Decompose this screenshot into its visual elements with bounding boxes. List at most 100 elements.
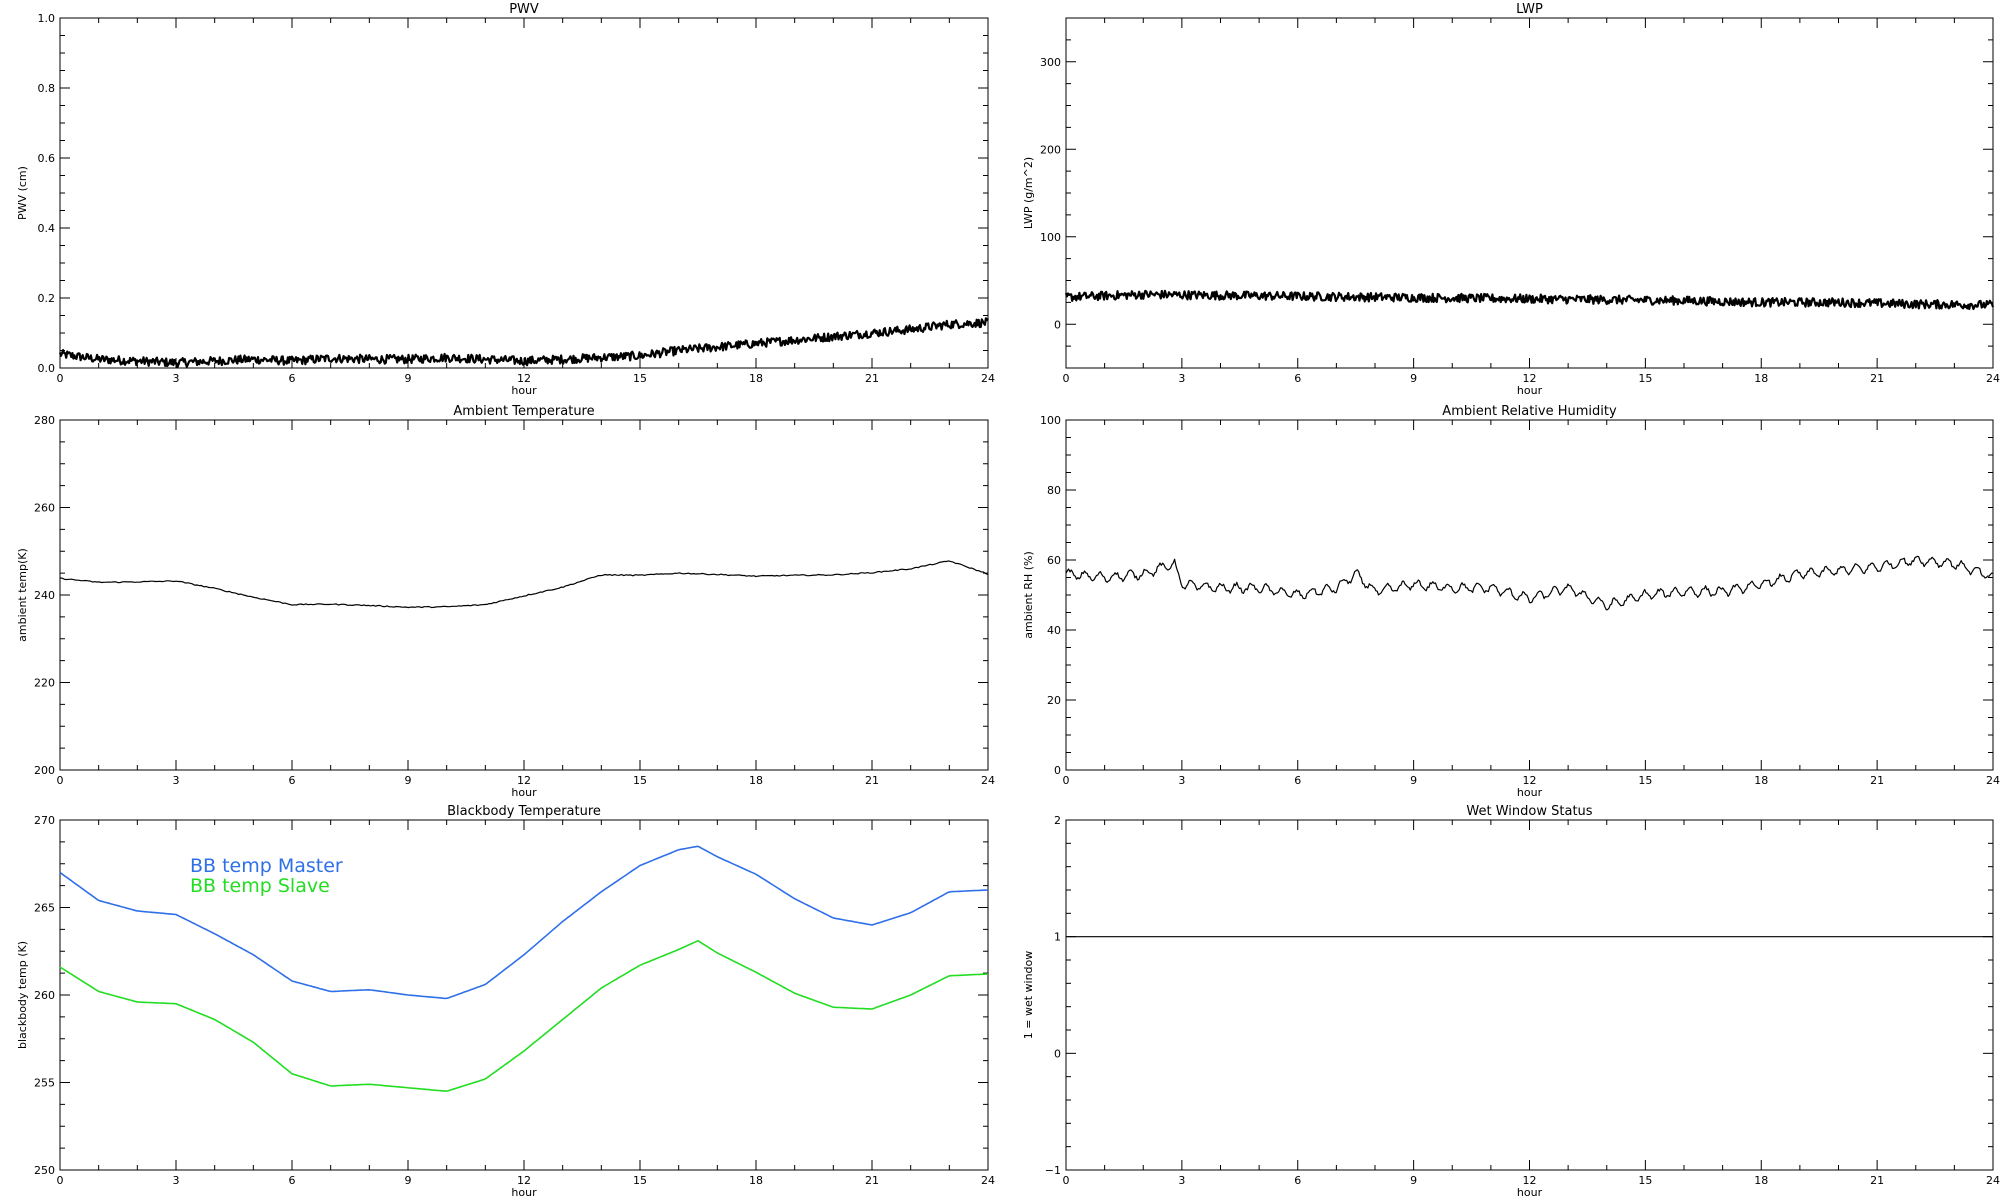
y-tick-label: 250 (34, 1164, 55, 1177)
x-axis-label: hour (1517, 786, 1543, 799)
x-tick-label: 0 (57, 372, 64, 385)
y-tick-label: 240 (34, 589, 55, 602)
y-tick-label: 200 (34, 764, 55, 777)
y-tick-label: 200 (1040, 143, 1061, 156)
y-tick-label: 100 (1040, 231, 1061, 244)
series-line-pwv (58, 317, 989, 369)
panel-temp: Ambient Temperature 0 3 6 9 12 15 18 21 24 hour 200… (16, 404, 995, 799)
x-tick-label: 9 (405, 372, 412, 385)
x-tick-label: 0 (57, 1174, 64, 1187)
x-tick-label: 24 (981, 774, 995, 787)
panel-bb: Blackbody Temperature 0 3 6 9 12 15 18 21 24 hour 2… (16, 804, 995, 1199)
x-tick-label: 12 (1523, 372, 1537, 385)
x-tick-label: 3 (1178, 1174, 1185, 1187)
y-tick-label: 0.4 (38, 222, 56, 235)
plot-frame (1065, 819, 1994, 1171)
y-axis-label: ambient RH (%) (1022, 551, 1035, 639)
y-tick-label: 1 (1054, 931, 1061, 944)
y-tick-label: 255 (34, 1077, 55, 1090)
y-tick-label: 0.6 (38, 152, 56, 165)
x-tick-label: 18 (749, 774, 763, 787)
y-tick-label: −1 (1045, 1164, 1061, 1177)
x-tick-label: 24 (981, 1174, 995, 1187)
panel-title: LWP (1516, 2, 1543, 17)
panel-title: Ambient Temperature (453, 404, 594, 419)
y-tick-label: 0 (1054, 318, 1061, 331)
y-tick-label: 100 (1040, 414, 1061, 427)
x-tick-label: 0 (1063, 1174, 1070, 1187)
x-tick-label: 15 (1638, 372, 1652, 385)
x-tick-label: 6 (289, 774, 296, 787)
series-line-rh (1065, 555, 1994, 611)
x-tick-label: 12 (517, 372, 531, 385)
x-tick-label: 18 (749, 1174, 763, 1187)
y-axis-label: blackbody temp (K) (16, 941, 29, 1049)
x-tick-label: 24 (1986, 774, 2000, 787)
x-tick-label: 21 (865, 372, 879, 385)
x-tick-label: 6 (1294, 372, 1301, 385)
panel-title: Blackbody Temperature (447, 804, 601, 819)
x-tick-label: 9 (1410, 774, 1417, 787)
y-axis-label: 1 = wet window (1022, 951, 1035, 1040)
x-tick-label: 12 (517, 1174, 531, 1187)
x-tick-label: 24 (981, 372, 995, 385)
y-axis-label: PWV (cm) (16, 166, 29, 220)
x-tick-label: 18 (1754, 372, 1768, 385)
x-tick-label: 21 (865, 774, 879, 787)
x-tick-label: 15 (1638, 774, 1652, 787)
y-tick-label: 300 (1040, 56, 1061, 69)
x-tick-label: 21 (1870, 372, 1884, 385)
x-tick-label: 15 (633, 774, 647, 787)
panel-title: PWV (509, 2, 539, 17)
x-tick-label: 18 (749, 372, 763, 385)
series-line-temp (59, 560, 989, 609)
x-tick-label: 18 (1754, 774, 1768, 787)
x-tick-label: 0 (57, 774, 64, 787)
x-tick-label: 9 (405, 1174, 412, 1187)
panel-pwv: PWV 0 3 6 9 12 15 18 21 24 hour 0.0 0.2 0.4 0.6 0.8 1.0 P… (16, 2, 995, 397)
y-tick-label: 220 (34, 677, 55, 690)
x-tick-label: 9 (1410, 372, 1417, 385)
x-tick-label: 15 (633, 372, 647, 385)
x-tick-label: 21 (1870, 774, 1884, 787)
plot-frame (1065, 17, 1994, 369)
x-tick-label: 6 (289, 1174, 296, 1187)
panel-rh: Ambient Relative Humidity 0 3 6 9 12 15 18 21 24 h… (1022, 404, 2000, 799)
x-axis-label: hour (511, 786, 537, 799)
x-tick-label: 6 (1294, 1174, 1301, 1187)
x-axis-label: hour (1517, 1186, 1543, 1199)
y-tick-label: 20 (1047, 694, 1061, 707)
x-tick-label: 0 (1063, 372, 1070, 385)
y-axis-label: ambient temp(K) (16, 548, 29, 642)
x-tick-label: 9 (1410, 1174, 1417, 1187)
y-tick-label: 1.0 (38, 12, 56, 25)
x-tick-label: 12 (517, 774, 531, 787)
legend-entry: BB temp Master (190, 855, 343, 877)
x-tick-label: 15 (1638, 1174, 1652, 1187)
x-tick-label: 12 (1523, 774, 1537, 787)
x-tick-label: 24 (1986, 372, 2000, 385)
y-tick-label: 0 (1054, 764, 1061, 777)
y-tick-label: 0.0 (38, 362, 56, 375)
x-axis-label: hour (511, 384, 537, 397)
legend-entry: BB temp Slave (190, 875, 330, 897)
x-tick-label: 6 (289, 372, 296, 385)
x-tick-label: 21 (865, 1174, 879, 1187)
y-axis-label: LWP (g/m^2) (1022, 157, 1035, 229)
panel-title: Wet Window Status (1466, 804, 1592, 819)
y-tick-label: 2 (1054, 814, 1061, 827)
y-tick-label: 260 (34, 502, 55, 515)
y-tick-label: 280 (34, 414, 55, 427)
x-tick-label: 3 (1178, 774, 1185, 787)
y-tick-label: 270 (34, 814, 55, 827)
y-tick-label: 265 (34, 902, 55, 915)
x-tick-label: 3 (173, 372, 180, 385)
y-tick-label: 0 (1054, 1047, 1061, 1060)
x-tick-label: 21 (1870, 1174, 1884, 1187)
y-tick-label: 0.8 (38, 82, 56, 95)
y-tick-label: 0.2 (38, 292, 56, 305)
series-line-bb-0 (59, 845, 989, 1000)
plot-frame (59, 17, 989, 369)
x-tick-label: 3 (173, 774, 180, 787)
